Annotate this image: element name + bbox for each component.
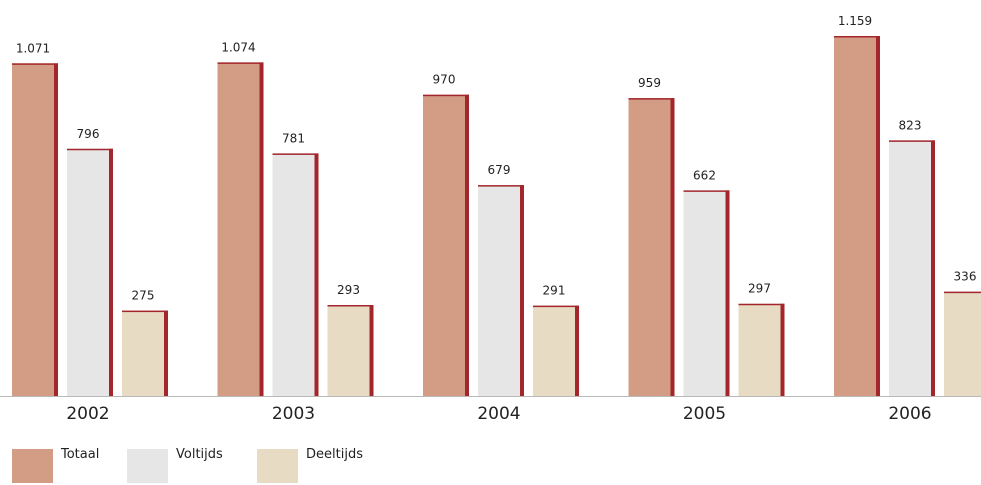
legend: Totaal Voltijds Deeltijds <box>0 447 981 485</box>
bar-totaal-2004 <box>423 94 469 396</box>
bar-edge <box>164 310 168 396</box>
bar-body <box>533 305 575 396</box>
bar-edge <box>520 185 524 396</box>
bar-top-line <box>67 148 113 151</box>
bar-chart-plot: 1.071 796 275 2002 1.074 781 293 2003 970 679 291 2… <box>0 14 981 424</box>
value-label-voltijds-2005: 662 <box>693 168 716 182</box>
bar-edge <box>876 36 880 396</box>
value-label-deeltijds-2004: 291 <box>543 284 566 298</box>
value-label-voltijds-2002: 796 <box>77 127 100 141</box>
bar-deeltijds-2006 <box>944 291 981 396</box>
bar-body <box>628 98 671 396</box>
bar-body <box>12 63 54 396</box>
bar-top-line <box>272 153 319 155</box>
category-label-2003: 2003 <box>272 404 315 424</box>
bar-edge <box>465 94 469 396</box>
bar-deeltijds-2003 <box>327 304 374 396</box>
value-label-deeltijds-2006: 336 <box>954 270 977 284</box>
bar-edge <box>259 62 264 396</box>
bar-voltijds-2004 <box>478 185 524 396</box>
value-label-deeltijds-2002: 275 <box>132 289 155 303</box>
bar-edge <box>54 63 58 396</box>
bar-body <box>423 94 465 396</box>
bar-top-line <box>889 140 935 142</box>
legend-swatch-totaal <box>12 449 53 483</box>
category-label-2004: 2004 <box>477 404 520 424</box>
bar-body <box>944 291 981 396</box>
bar-top-line <box>683 190 730 192</box>
bar-body <box>738 303 781 396</box>
bar-edge <box>369 304 374 396</box>
bar-body <box>478 185 520 396</box>
legend-swatch-voltijds <box>127 449 168 483</box>
bar-totaal-2006 <box>834 36 880 396</box>
category-label-2002: 2002 <box>66 404 109 424</box>
bar-body <box>327 304 370 396</box>
legend-swatch-deeltijds <box>257 449 298 483</box>
bar-body <box>122 310 164 396</box>
bar-body <box>889 140 931 396</box>
bar-top-line <box>478 185 524 187</box>
category-label-2006: 2006 <box>888 404 931 424</box>
value-label-totaal-2003: 1.074 <box>221 40 255 54</box>
value-label-voltijds-2004: 679 <box>488 163 511 177</box>
value-label-totaal-2005: 959 <box>638 76 661 90</box>
bar-edge <box>109 148 113 396</box>
bar-totaal-2005 <box>628 98 675 396</box>
bar-top-line <box>423 94 469 97</box>
bar-deeltijds-2002 <box>122 310 168 396</box>
bar-deeltijds-2004 <box>533 305 579 396</box>
bar-totaal-2003 <box>217 62 264 396</box>
bar-top-line <box>738 303 785 306</box>
bar-edge <box>670 98 675 396</box>
value-label-voltijds-2003: 781 <box>282 131 305 145</box>
value-label-totaal-2002: 1.071 <box>16 41 50 55</box>
bar-top-line <box>327 304 374 307</box>
bar-voltijds-2005 <box>683 190 730 396</box>
bar-top-line <box>533 305 579 308</box>
bar-top-line <box>217 62 264 64</box>
legend-label-voltijds: Voltijds <box>176 447 223 462</box>
bar-body <box>217 62 260 396</box>
bar-totaal-2002 <box>12 63 58 396</box>
bar-top-line <box>122 310 168 313</box>
bar-top-line <box>12 63 58 65</box>
bar-voltijds-2006 <box>889 140 935 396</box>
legend-label-totaal: Totaal <box>61 447 100 462</box>
bar-deeltijds-2005 <box>738 303 785 396</box>
value-label-totaal-2006: 1.159 <box>838 14 872 28</box>
value-label-deeltijds-2003: 293 <box>337 283 360 297</box>
bar-body <box>67 148 109 396</box>
bar-edge <box>931 140 935 396</box>
bar-voltijds-2003 <box>272 153 319 396</box>
bar-top-line <box>834 36 880 38</box>
bar-edge <box>780 303 785 396</box>
value-label-totaal-2004: 970 <box>433 73 456 87</box>
bar-body <box>834 36 876 396</box>
bar-body <box>272 153 315 396</box>
bar-voltijds-2002 <box>67 148 113 396</box>
legend-label-deeltijds: Deeltijds <box>306 447 363 462</box>
bar-edge <box>314 153 319 396</box>
bar-body <box>683 190 726 396</box>
bar-edge <box>725 190 730 396</box>
bar-top-line <box>944 291 981 294</box>
bar-top-line <box>628 98 675 100</box>
bar-edge <box>575 305 579 396</box>
category-label-2005: 2005 <box>683 404 726 424</box>
value-label-voltijds-2006: 823 <box>899 118 922 132</box>
value-label-deeltijds-2005: 297 <box>748 282 771 296</box>
